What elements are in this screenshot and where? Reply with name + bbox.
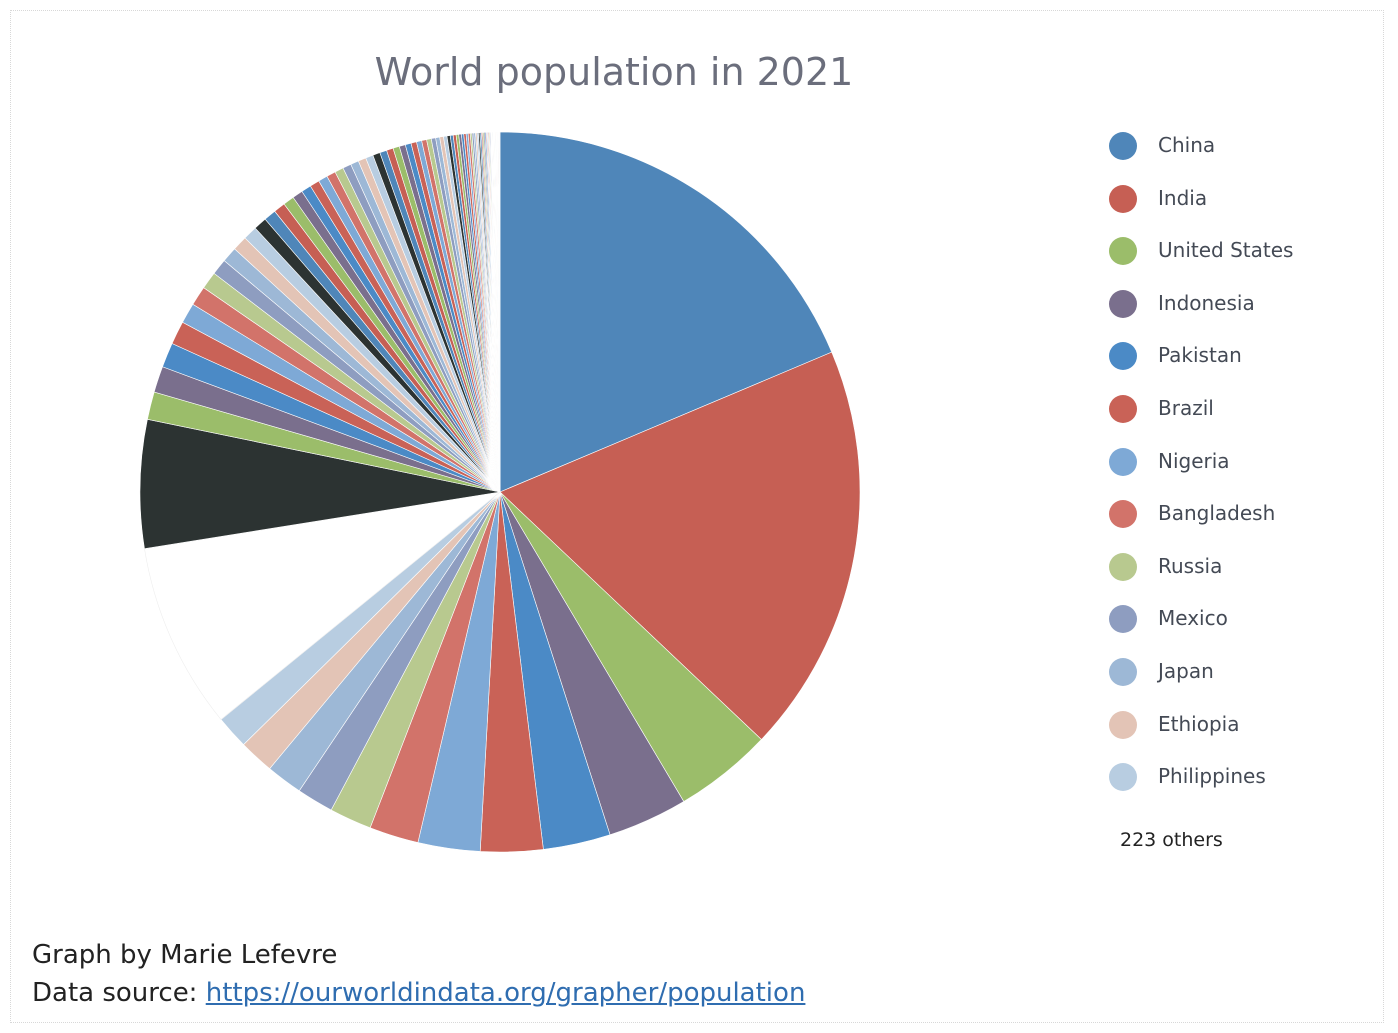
legend-label: Philippines [1158, 764, 1266, 789]
legend-marker [1109, 184, 1137, 213]
legend-marker [1109, 132, 1137, 160]
legend-marker [1109, 394, 1137, 423]
credit-source: Data source: https://ourworldindata.org/… [32, 974, 805, 1012]
legend-marker [1109, 763, 1137, 792]
legend-marker [1109, 342, 1137, 371]
chart-frame [10, 10, 1384, 1023]
pie-slice-india [499, 351, 861, 740]
pie-chart [139, 131, 861, 853]
pie-slice-china [499, 131, 833, 493]
legend-label: Russia [1158, 553, 1223, 578]
legend-marker [1109, 500, 1137, 529]
data-source-link[interactable]: https://ourworldindata.org/grapher/popul… [205, 978, 806, 1008]
legend-label: Nigeria [1158, 448, 1230, 473]
chart-title: World population in 2021 [374, 50, 854, 94]
pie-slice-other [144, 491, 502, 720]
legend-marker [1109, 710, 1137, 739]
legend-item-brazil: Brazil [1108, 389, 1368, 442]
pie-slice-other [139, 418, 501, 550]
legend-item-china: China [1108, 126, 1368, 179]
legend-label: Indonesia [1158, 290, 1255, 315]
legend-item-india: India [1108, 179, 1368, 232]
credit-source-prefix: Data source: [32, 978, 206, 1008]
credit: Graph by Marie Lefevre Data source: http… [32, 936, 805, 1012]
legend-others-note: 223 others [1120, 829, 1223, 851]
legend-item-united-states: United States [1108, 231, 1368, 284]
credit-author: Graph by Marie Lefevre [32, 940, 338, 970]
legend-label: China [1158, 133, 1216, 157]
legend-label: Ethiopia [1158, 711, 1240, 736]
legend-item-indonesia: Indonesia [1108, 284, 1368, 337]
legend-item-japan: Japan [1108, 652, 1368, 705]
legend-item-ethiopia: Ethiopia [1108, 705, 1368, 758]
legend-label: Brazil [1158, 395, 1214, 420]
legend-label: Bangladesh [1158, 501, 1276, 526]
legend-marker [1109, 552, 1137, 581]
legend-item-mexico: Mexico [1108, 599, 1368, 652]
legend-marker [1109, 657, 1137, 686]
legend: China India United States Indonesia Pakistan… [1108, 126, 1368, 810]
legend-item-philippines: Philippines [1108, 757, 1368, 810]
legend-label: Pakistan [1158, 343, 1242, 368]
legend-marker [1109, 289, 1137, 318]
legend-label: United States [1158, 238, 1294, 263]
legend-marker [1109, 447, 1137, 476]
legend-label: India [1158, 185, 1208, 210]
legend-item-bangladesh: Bangladesh [1108, 494, 1368, 547]
legend-label: Mexico [1158, 606, 1228, 631]
legend-item-nigeria: Nigeria [1108, 442, 1368, 495]
legend-marker [1109, 605, 1137, 634]
legend-item-russia: Russia [1108, 547, 1368, 600]
legend-label: Japan [1158, 658, 1214, 683]
legend-item-pakistan: Pakistan [1108, 336, 1368, 389]
legend-marker [1109, 237, 1137, 266]
